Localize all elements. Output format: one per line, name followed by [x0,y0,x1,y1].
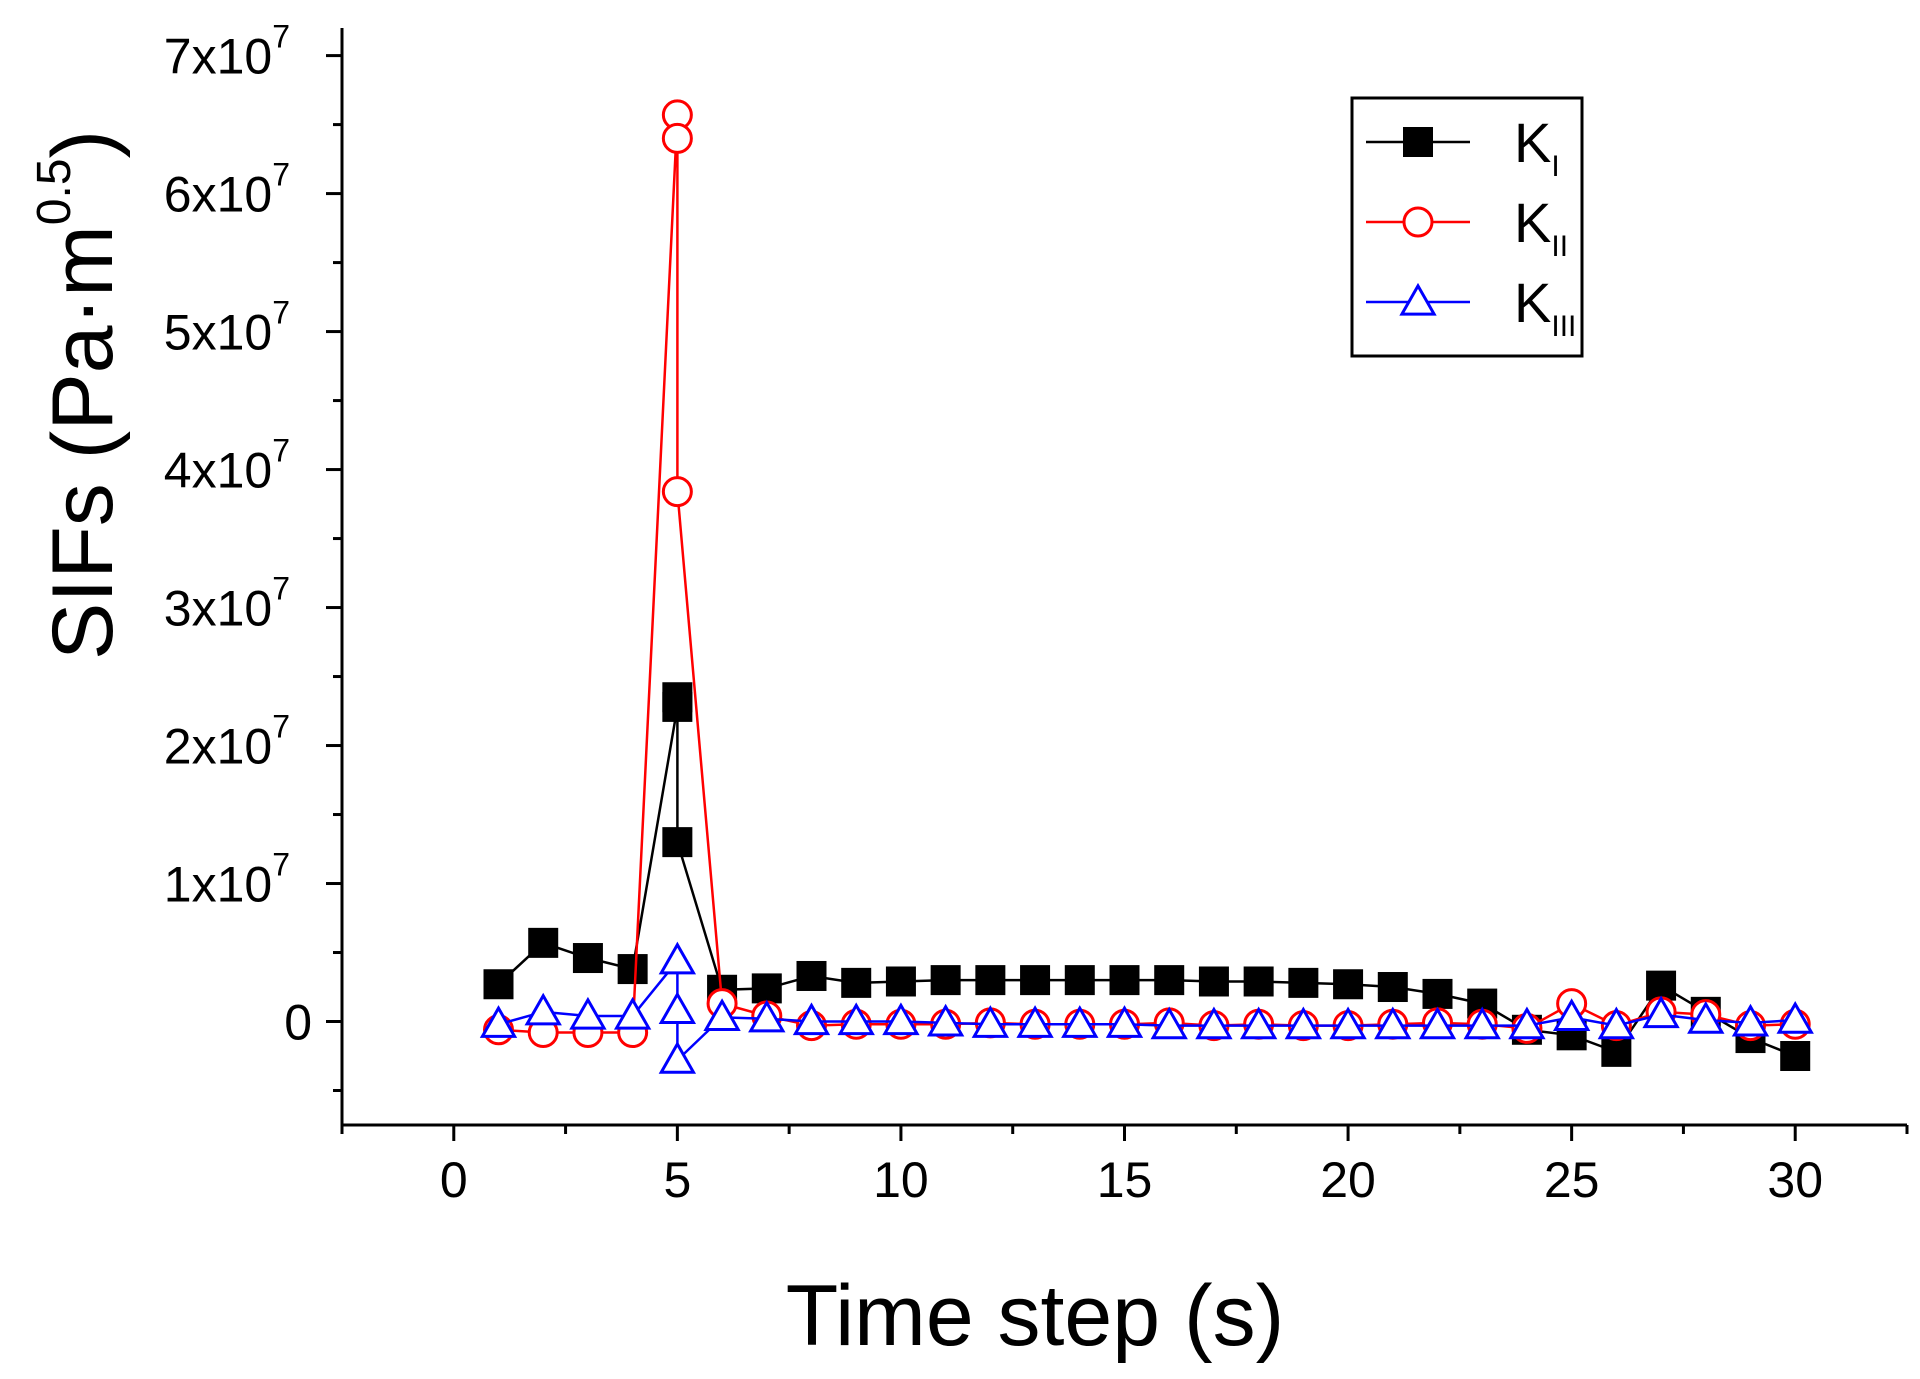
data-point [1646,970,1677,1001]
data-point [1198,966,1229,997]
data-point [796,960,827,991]
data-point [1597,1006,1636,1040]
data-point [1016,1005,1054,1038]
legend-entry: KIII [1366,271,1576,343]
data-point [1333,969,1364,1000]
data-point [1109,965,1140,996]
data-point [1552,998,1591,1031]
data-point [1642,995,1680,1029]
legend-marker [1403,127,1433,157]
data-point [971,1005,1010,1038]
data-point [1020,965,1051,996]
data-point [572,943,603,974]
data-point [1422,978,1453,1009]
data-point [837,1002,875,1036]
series-layer [479,99,1814,1074]
data-point [1418,1006,1457,1040]
data-point [926,1003,965,1037]
data-point [1150,1006,1188,1040]
data-point [1687,1001,1725,1034]
data-point [483,969,514,1000]
data-point [882,1002,920,1036]
x-tick-label: 30 [1767,1152,1823,1208]
x-tick-label: 15 [1097,1152,1153,1208]
data-point [662,682,693,713]
data-point [1329,1006,1367,1040]
data-point [748,999,786,1033]
data-point [662,827,693,858]
series-k-iii [479,941,1814,1074]
data-point [975,965,1006,996]
legend-label: KIII [1514,271,1576,343]
data-point [613,996,652,1030]
y-tick-label: 0 [284,995,312,1051]
x-tick-label: 25 [1544,1152,1600,1208]
y-axis-title-close: ) [35,130,131,159]
series-line [497,697,1796,1058]
data-point [1284,1006,1323,1040]
legend-entry: KII [1366,191,1568,263]
data-point [569,996,607,1030]
data-point [528,927,559,958]
data-point [1064,965,1095,996]
data-point [658,1041,697,1074]
data-point [661,476,693,508]
data-point [1601,1036,1632,1067]
y-tick-label: 5x107 [164,295,290,361]
data-point [1061,1005,1099,1038]
data-point [1105,1005,1144,1038]
axis-labels: Time step (s) SIFs (Pa·m0.5) [28,130,1284,1364]
data-point [1731,1003,1770,1037]
data-point [1154,965,1185,996]
x-tick-label: 10 [873,1152,929,1208]
y-tick-label: 6x107 [164,157,290,223]
data-point [1780,1041,1811,1072]
data-point [1508,1006,1546,1040]
y-axis-title-exponent: 0.5 [28,158,81,225]
y-tick-label: 4x107 [164,433,290,499]
data-point [524,992,562,1026]
data-point [930,965,961,996]
x-tick-label: 20 [1320,1152,1376,1208]
y-tick-label: 1x107 [164,847,290,913]
data-point [617,954,648,985]
legend-marker [1399,282,1437,316]
data-point [1288,967,1319,998]
data-point [1377,972,1408,1003]
data-point [841,967,872,998]
data-point [1195,1006,1233,1040]
y-tick-label: 7x107 [164,19,290,85]
y-tick-label: 2x107 [164,709,290,775]
legend-entry: KI [1366,111,1560,183]
x-axis-title: Time step (s) [786,1268,1285,1364]
legend-label: KII [1514,191,1568,263]
data-point [658,991,697,1025]
legend-marker [1402,206,1434,238]
axes: 0 5 10 15 20 25 30 0 1x107 2x107 3x107 4x107 5x107 6x… [164,19,1909,1208]
data-point [479,1005,518,1038]
x-tick-label: 5 [663,1152,691,1208]
x-tick-label: 0 [440,1152,468,1208]
series-k-ii [483,99,1811,1049]
data-point [792,1002,831,1036]
data-point [658,941,697,975]
y-axis-title-main: SIFs (Pa·m [35,225,131,660]
data-point [751,973,782,1004]
y-tick-label: 3x107 [164,571,290,637]
legend: KI KII KIII [1350,96,1584,358]
data-point [703,998,741,1031]
data-point [1463,1006,1501,1040]
data-point [1776,1001,1814,1034]
data-point [1374,1006,1412,1040]
y-axis-title: SIFs (Pa·m0.5) [28,130,131,660]
legend-label: KI [1514,111,1560,183]
data-point [885,966,916,997]
data-point [1243,966,1274,997]
data-point [661,122,693,154]
data-point [1239,1006,1278,1040]
